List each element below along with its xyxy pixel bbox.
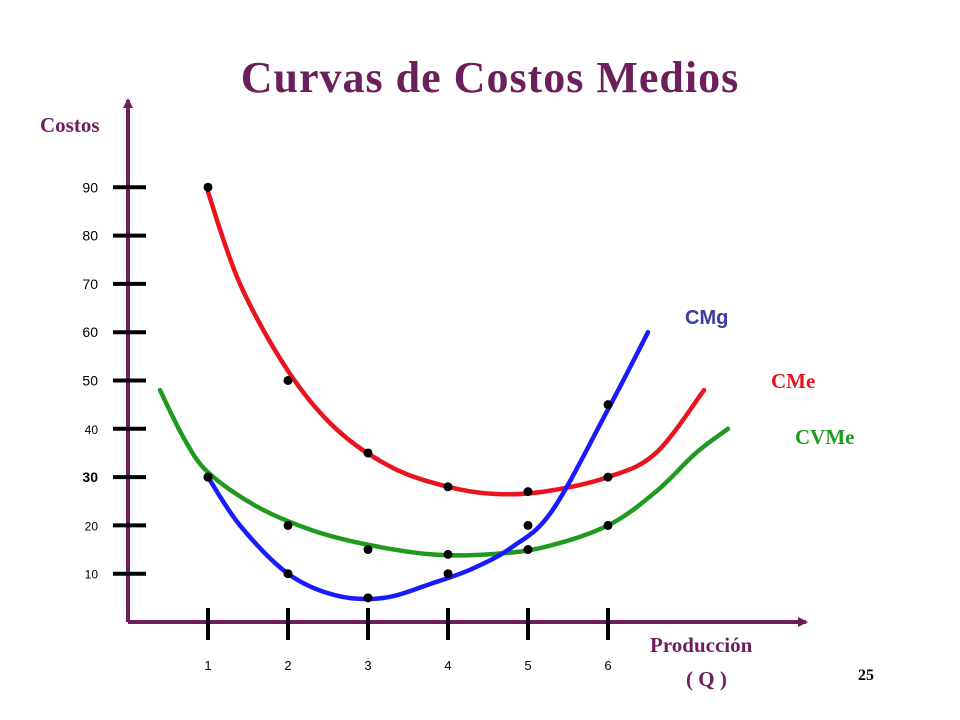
y-tick-label: 60 [82,324,98,340]
x-tick-label: 3 [364,658,371,673]
y-axis-label: Costos [40,113,100,137]
y-tick-label: 20 [85,519,99,533]
data-point-cmg [363,593,373,603]
y-tick-label: 80 [82,228,98,244]
data-point-cmg [203,472,213,482]
x-tick-label: 5 [524,658,531,673]
x-axis-label: Producción [650,633,753,657]
series-label-cme: CMe [771,369,815,393]
data-point-cme [203,182,213,192]
x-tick-label: 4 [444,658,451,673]
data-point-cme [603,472,613,482]
curve-cvme [157,387,731,558]
data-point-cvme [443,549,453,559]
data-point-cmg [603,400,613,410]
y-tick-label: 10 [85,568,99,582]
data-point-cmg [523,520,533,530]
data-point-cme [283,376,293,385]
page-title: Curvas de Costos Medios [240,53,740,102]
curve-cmg [205,329,651,602]
page-number: 25 [858,667,874,684]
data-point-cme [363,448,373,458]
x-tick-label: 6 [604,658,611,673]
y-tick-label: 30 [82,469,98,485]
data-point-cvme [363,545,373,555]
series-label-cmg: CMg [685,307,728,329]
x-tick-label: 2 [284,658,291,673]
x-axis-unit-label: ( Q ) [686,667,727,691]
series-label-cvme: CVMe [795,425,854,449]
x-tick-label: 1 [204,658,211,673]
data-point-cvme [523,545,533,555]
data-point-cvme [283,520,293,530]
y-tick-label: 50 [82,373,98,389]
data-point-cvme [603,520,613,530]
data-point-cme [443,482,453,492]
data-point-cmg [443,569,453,579]
y-tick-label: 90 [82,179,98,195]
data-point-cme [523,487,533,497]
data-point-cmg [283,569,293,579]
y-tick-label: 70 [82,276,98,292]
curve-cme [205,189,707,497]
y-tick-label: 40 [85,423,99,437]
